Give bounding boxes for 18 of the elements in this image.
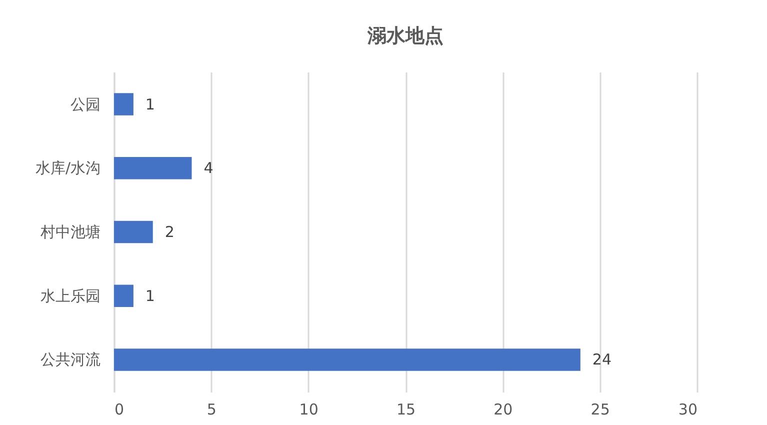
x-tick-label: 30 (678, 400, 698, 418)
y-tick-label: 水库/水沟 (35, 159, 100, 178)
y-tick-label: 水上乐园 (40, 286, 100, 305)
data-label: 1 (145, 95, 155, 114)
data-label: 4 (204, 159, 214, 178)
x-tick-label: 20 (494, 400, 513, 418)
y-tick-label: 公园 (70, 95, 100, 114)
data-label: 2 (164, 223, 174, 241)
x-tick-label: 10 (299, 400, 318, 418)
data-label: 1 (145, 286, 155, 305)
x-tick-label: 0 (114, 400, 124, 418)
x-tick-label: 15 (396, 400, 416, 418)
y-tick-label: 公共河流 (40, 350, 100, 369)
x-tick-label: 5 (206, 400, 216, 418)
data-label: 24 (592, 350, 612, 369)
x-tick-label: 25 (590, 400, 610, 418)
chart-title: 溺水地点 (366, 25, 444, 47)
y-tick-label: 村中池塘 (40, 223, 100, 241)
